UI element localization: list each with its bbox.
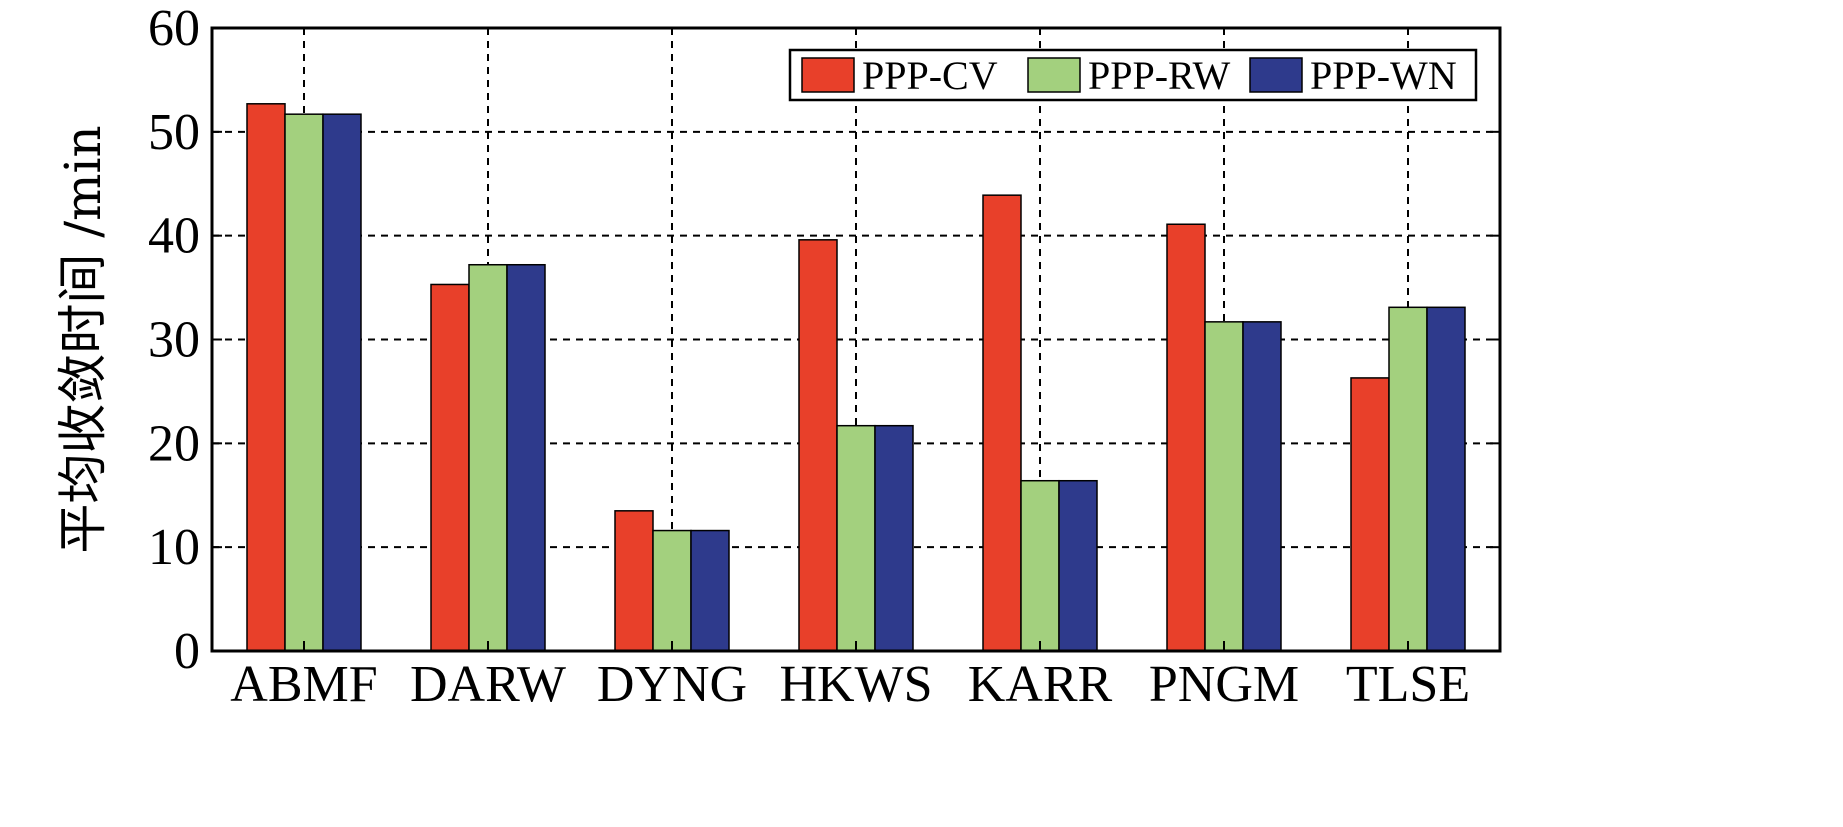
y-axis-ticks: 0 10 20 30 40 50 60 <box>148 0 1500 680</box>
legend-label: PPP-WN <box>1310 53 1457 98</box>
bar-dyng-ppp-wn <box>690 529 730 652</box>
bar-abmf-ppp-cv <box>246 103 286 652</box>
y-tick-label: 50 <box>148 104 200 161</box>
y-tick-label: 40 <box>148 208 200 265</box>
bar-hkws-ppp-cv <box>798 239 838 652</box>
x-tick-label: DARW <box>410 656 566 713</box>
bar-tlse-ppp-cv <box>1350 377 1390 652</box>
legend-label: PPP-RW <box>1088 53 1231 98</box>
bar-karr-ppp-rw <box>1020 479 1060 652</box>
bar-dyng-ppp-cv <box>614 510 654 652</box>
bar-darw-ppp-wn <box>506 263 546 652</box>
bars <box>246 103 1466 652</box>
legend-swatch <box>1027 57 1081 93</box>
bar-abmf-ppp-rw <box>284 113 324 652</box>
y-tick-label: 10 <box>148 519 200 576</box>
x-tick-label: KARR <box>968 656 1113 713</box>
bar-dyng-ppp-rw <box>652 529 692 652</box>
legend: PPP-CV PPP-RW PPP-WN <box>788 48 1478 102</box>
y-tick-label: 30 <box>148 312 200 369</box>
bar-hkws-ppp-rw <box>836 424 876 652</box>
bar-darw-ppp-cv <box>430 283 470 652</box>
bar-darw-ppp-rw <box>468 263 508 652</box>
x-tick-label: PNGM <box>1149 656 1299 713</box>
bar-karr-ppp-cv <box>982 194 1022 652</box>
x-tick-label: TLSE <box>1346 656 1470 713</box>
x-axis-ticks: ABMF DARW DYNG HKWS KARR PNGM TLSE <box>230 641 1470 713</box>
y-axis-label: 平均收敛时间 /min <box>54 125 112 553</box>
legend-box <box>788 48 1478 102</box>
bar-abmf-ppp-wn <box>322 113 362 652</box>
legend-swatch <box>1249 57 1303 93</box>
bar-karr-ppp-wn <box>1058 479 1098 652</box>
bar-hkws-ppp-wn <box>874 424 914 652</box>
y-tick-label: 0 <box>174 623 200 680</box>
y-tick-label: 60 <box>148 0 200 57</box>
x-tick-label: DYNG <box>597 656 747 713</box>
x-tick-label: ABMF <box>230 656 377 713</box>
legend-label: PPP-CV <box>862 53 998 98</box>
bar-pngm-ppp-wn <box>1242 321 1282 652</box>
x-tick-label: HKWS <box>779 656 932 713</box>
legend-swatch <box>801 57 855 93</box>
bar-tlse-ppp-rw <box>1388 306 1428 652</box>
bar-tlse-ppp-wn <box>1426 306 1466 652</box>
bar-pngm-ppp-rw <box>1204 321 1244 652</box>
bar-pngm-ppp-cv <box>1166 223 1206 652</box>
y-tick-label: 20 <box>148 415 200 472</box>
